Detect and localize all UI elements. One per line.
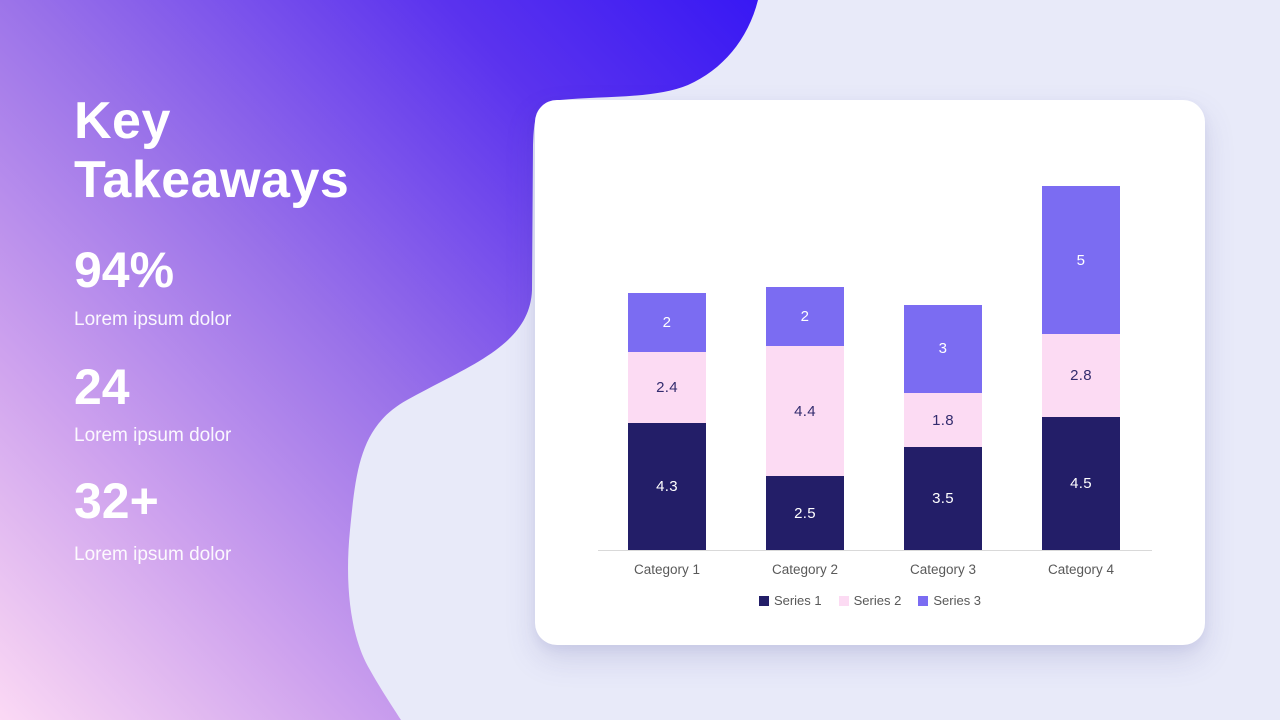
bar-value-label: 3.5: [932, 490, 954, 508]
legend-item-series1: Series 1: [758, 593, 822, 608]
bar-value-label: 3: [938, 340, 948, 358]
bar-segment-series3-category4: 5: [1042, 186, 1120, 335]
bar-segment-series1-category2: 2.5: [766, 476, 844, 551]
chart-card: 4.3 2.4 2 Category 1 2.5 4.4 2 Category 2 3.5 1.8…: [535, 100, 1205, 645]
page-title: Key Takeaways: [74, 92, 350, 209]
bar-value-label: 5: [1076, 251, 1086, 269]
bar-segment-series3-category2: 2: [766, 286, 844, 347]
stat-caption-1: Lorem ipsum dolor: [74, 309, 232, 330]
bar-segment-series3-category1: 2: [628, 292, 706, 352]
left-panel: Key Takeaways 94% Lorem ipsum dolor 24 L…: [74, 0, 494, 720]
bar-value-label: 2: [662, 313, 672, 331]
x-axis-category-label-2: Category 2: [771, 562, 839, 577]
stat-value-2: 24: [74, 359, 130, 415]
bar-value-label: 2: [800, 307, 810, 325]
stat-caption-2: Lorem ipsum dolor: [74, 425, 232, 446]
bar-segment-series2-category3: 1.8: [904, 393, 982, 447]
stat-value-3: 32+: [74, 473, 159, 529]
stat-caption-3: Lorem ipsum dolor: [74, 544, 232, 565]
stat-value-1: 94%: [74, 242, 175, 298]
bar-segment-series2-category2: 4.4: [766, 346, 844, 477]
bar-value-label: 1.8: [932, 411, 954, 429]
legend-swatch-icon: [838, 595, 849, 606]
legend-item-series3: Series 3: [918, 593, 981, 608]
x-axis-category-label-4: Category 4: [1047, 562, 1115, 577]
legend-item-series2: Series 2: [838, 593, 902, 608]
legend-label: Series 3: [933, 593, 982, 608]
bar-segment-series2-category4: 2.8: [1042, 334, 1120, 418]
legend-label: Series 2: [853, 593, 902, 608]
legend-swatch-icon: [918, 595, 929, 606]
stacked-bar-chart: 4.3 2.4 2 Category 1 2.5 4.4 2 Category 2 3.5 1.8…: [535, 100, 1205, 645]
bar-value-label: 2.8: [1070, 367, 1092, 385]
bar-segment-series1-category3: 3.5: [904, 446, 982, 551]
bar-value-label: 4.3: [656, 478, 678, 496]
legend-swatch-icon: [758, 595, 769, 606]
bar-value-label: 4.5: [1070, 475, 1092, 493]
x-axis-line: [598, 550, 1152, 551]
legend-label: Series 1: [773, 593, 822, 608]
bar-value-label: 2.5: [794, 504, 816, 522]
bar-value-label: 2.4: [656, 378, 678, 396]
x-axis-category-label-3: Category 3: [909, 562, 977, 577]
x-axis-category-label-1: Category 1: [633, 562, 701, 577]
bar-value-label: 4.4: [794, 402, 816, 420]
bar-segment-series3-category3: 3: [904, 304, 982, 394]
blob-path: [0, 0, 758, 720]
bar-segment-series2-category1: 2.4: [628, 351, 706, 424]
bar-segment-series1-category1: 4.3: [628, 423, 706, 551]
bar-segment-series1-category4: 4.5: [1042, 417, 1120, 551]
chart-legend: Series 1 Series 2 Series 3: [535, 593, 1205, 608]
